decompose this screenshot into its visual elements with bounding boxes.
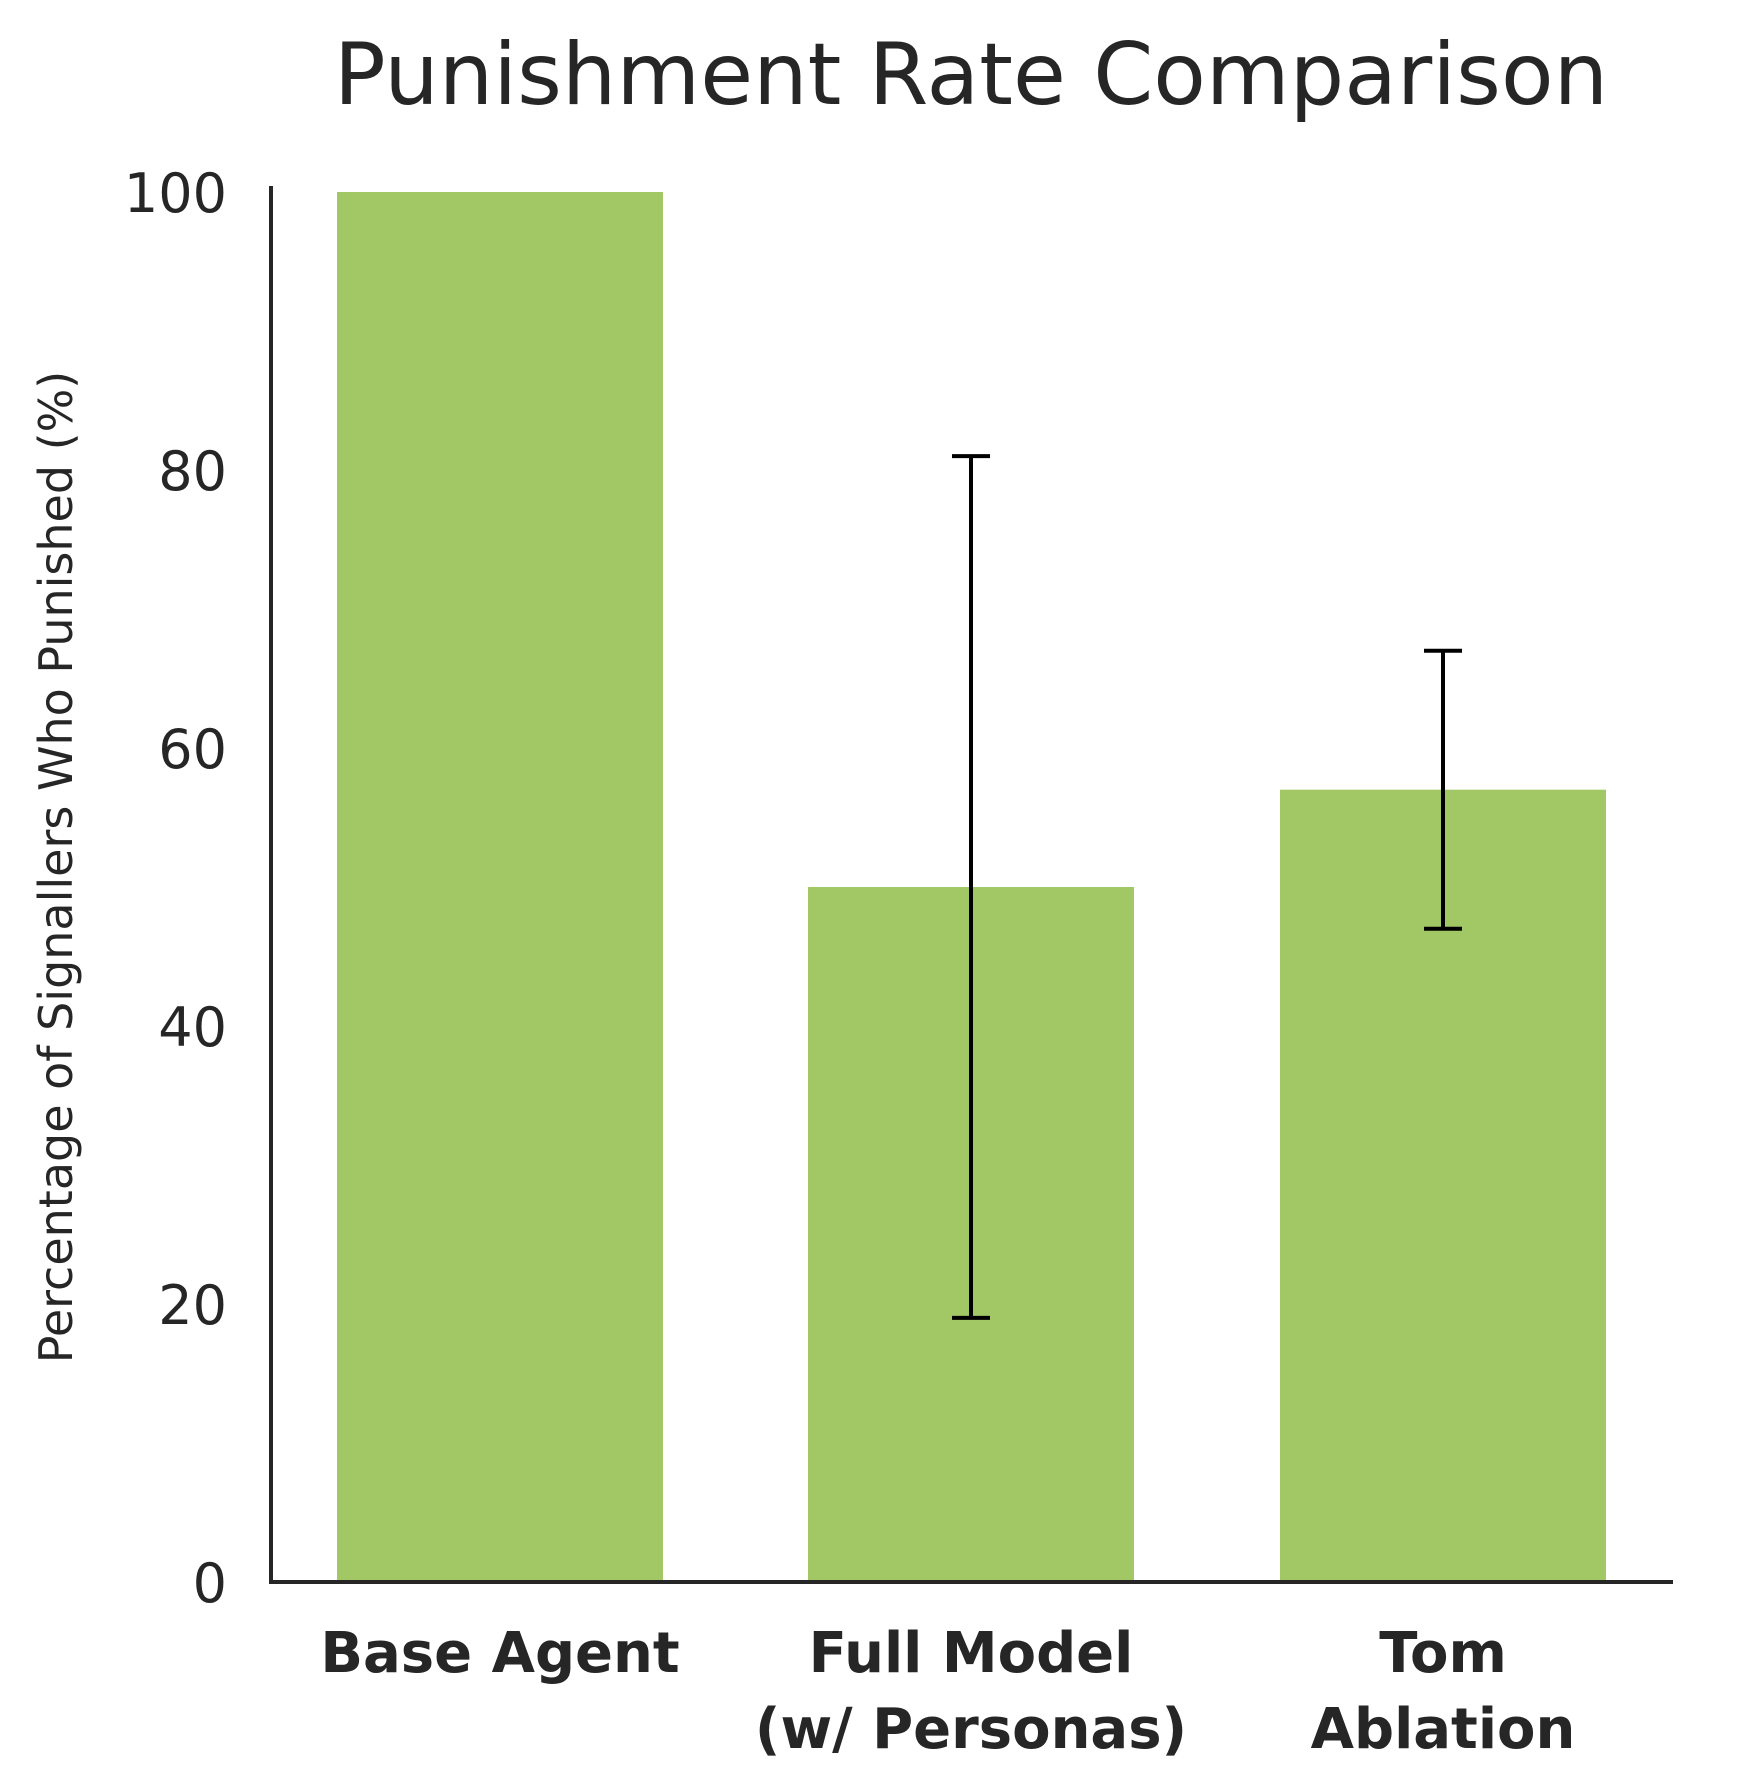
x-ticks-layer: Base Agent Full Model (w/ Personas) Tom Abla… bbox=[320, 1621, 1575, 1762]
error-bars-layer bbox=[952, 454, 1462, 1320]
y-tick-label: 60 bbox=[158, 718, 227, 781]
x-tick-label-line: Tom bbox=[1379, 1621, 1507, 1686]
error-bar-2 bbox=[1424, 648, 1462, 931]
y-tick-label: 20 bbox=[158, 1274, 227, 1337]
y-ticks-layer: 0 20 40 60 80 100 bbox=[124, 162, 227, 1615]
x-tick-label-line: Base Agent bbox=[320, 1621, 679, 1686]
y-axis-label: Percentage of Signallers Who Punished (%… bbox=[29, 371, 83, 1364]
x-tick-label-line: (w/ Personas) bbox=[755, 1697, 1187, 1762]
x-tick-label: Base Agent bbox=[320, 1621, 679, 1686]
error-bar-1 bbox=[952, 454, 990, 1320]
chart-title: Punishment Rate Comparison bbox=[334, 25, 1608, 125]
x-tick-label-line: Ablation bbox=[1311, 1697, 1576, 1762]
y-tick-label: 80 bbox=[158, 440, 227, 503]
bar-0 bbox=[337, 192, 663, 1582]
y-tick-label: 100 bbox=[124, 162, 227, 225]
y-tick-label: 40 bbox=[158, 996, 227, 1059]
x-tick-label-line: Full Model bbox=[809, 1621, 1134, 1686]
x-tick-label: Full Model (w/ Personas) bbox=[755, 1621, 1187, 1762]
x-tick-label: Tom Ablation bbox=[1311, 1621, 1576, 1762]
y-tick-label: 0 bbox=[193, 1552, 227, 1615]
